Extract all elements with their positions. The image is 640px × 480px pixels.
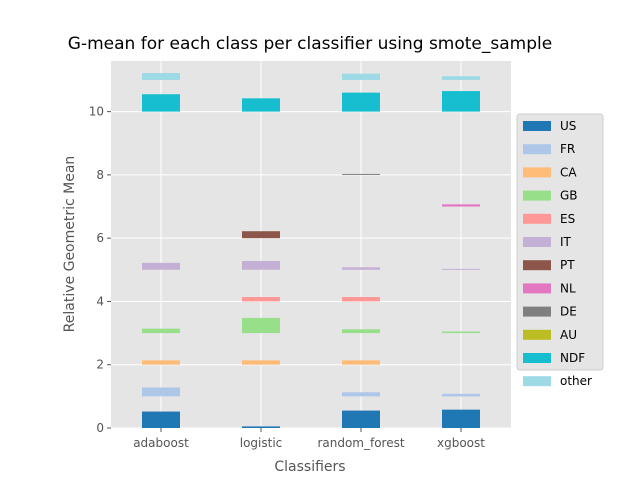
legend-box	[516, 113, 604, 371]
legend-label-au: AU	[560, 328, 577, 342]
legend-label-es: ES	[560, 212, 575, 226]
bar-ca-adaboost	[142, 360, 180, 365]
bar-ndf-xgboost	[442, 91, 480, 112]
y-tick-label: 0	[96, 421, 104, 435]
legend: US FR CA GB ES IT PT NL DE AU NDF other	[516, 113, 604, 388]
bar-us-xgboost	[442, 409, 480, 428]
bar-ndf-adaboost	[142, 94, 180, 112]
legend-swatch-other	[523, 376, 551, 387]
legend-label-nl: NL	[560, 281, 576, 295]
bar-es-logistic	[242, 297, 280, 302]
bar-ndf-random_forest	[342, 92, 380, 112]
bar-gb-random_forest	[342, 329, 380, 334]
legend-swatch-de	[523, 306, 551, 317]
legend-label-other: other	[560, 374, 592, 388]
legend-swatch-us	[523, 121, 551, 131]
x-tick-label: adaboost	[133, 436, 189, 450]
legend-label-fr: FR	[560, 142, 575, 156]
y-tick-label: 4	[96, 294, 104, 308]
legend-label-ndf: NDF	[560, 351, 585, 365]
x-tick-label: random_forest	[317, 436, 404, 450]
legend-label-ca: CA	[560, 165, 577, 179]
bar-ndf-logistic	[242, 98, 280, 112]
legend-swatch-ca	[523, 167, 551, 178]
legend-label-it: IT	[560, 235, 572, 249]
legend-label-de: DE	[560, 305, 577, 319]
bar-it-logistic	[242, 260, 280, 270]
legend-label-pt: PT	[560, 258, 575, 272]
bar-fr-adaboost	[142, 387, 180, 397]
y-tick-label: 10	[89, 105, 104, 119]
legend-swatch-gb	[523, 190, 551, 201]
legend-label-us: US	[560, 119, 576, 133]
y-tick-label: 8	[96, 168, 104, 182]
x-tick-label: xgboost	[437, 436, 485, 450]
x-axis-label: Classifiers	[274, 459, 345, 475]
legend-swatch-au	[523, 329, 551, 340]
bar-ca-random_forest	[342, 360, 380, 365]
chart-title: G-mean for each class per classifier usi…	[68, 34, 552, 54]
bar-other-xgboost	[442, 76, 480, 80]
bar-it-xgboost	[442, 268, 480, 270]
y-axis-label: Relative Geometric Mean	[62, 156, 78, 333]
bar-fr-random_forest	[342, 392, 380, 397]
bar-gb-logistic	[242, 317, 280, 334]
legend-swatch-pt	[523, 260, 551, 271]
bars	[142, 73, 480, 428]
bar-us-random_forest	[342, 410, 380, 428]
bar-nl-xgboost	[442, 204, 480, 207]
bar-it-random_forest	[342, 267, 380, 270]
legend-swatch-ndf	[523, 353, 551, 363]
bar-de-random_forest	[342, 173, 380, 175]
x-tick-label: logistic	[240, 436, 283, 450]
x-ticks: adaboost logistic random_forest xgboost	[133, 428, 485, 450]
bar-pt-logistic	[242, 231, 280, 239]
y-tick-label: 2	[96, 358, 104, 372]
bar-other-adaboost	[142, 73, 180, 80]
legend-label-gb: GB	[560, 189, 578, 203]
bar-ca-logistic	[242, 360, 280, 365]
plot-area	[111, 61, 511, 428]
y-tick-label: 6	[96, 231, 104, 245]
legend-swatch-it	[523, 237, 551, 247]
bar-us-adaboost	[142, 411, 180, 428]
bar-es-random_forest	[342, 297, 380, 302]
y-ticks: 0 2 4 6 8 10	[89, 105, 111, 435]
legend-swatch-nl	[523, 283, 551, 294]
legend-swatch-fr	[523, 144, 551, 155]
bar-other-random_forest	[342, 73, 380, 80]
bar-gb-adaboost	[142, 328, 180, 334]
bar-gb-xgboost	[442, 331, 480, 334]
legend-swatch-es	[523, 213, 551, 224]
bar-us-logistic	[242, 426, 280, 428]
bar-fr-xgboost	[442, 393, 480, 397]
bar-it-adaboost	[142, 262, 180, 270]
